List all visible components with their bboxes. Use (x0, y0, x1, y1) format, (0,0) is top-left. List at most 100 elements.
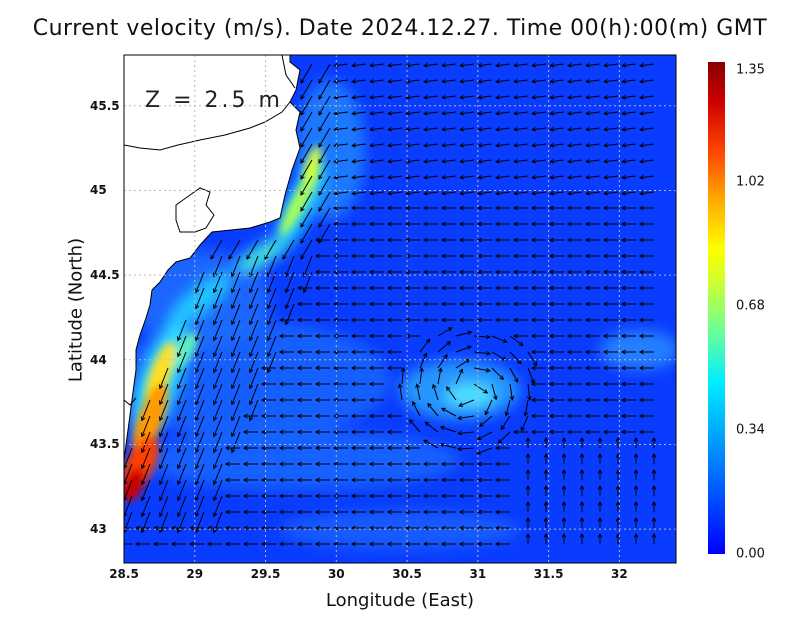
current-arrow (386, 221, 402, 227)
current-arrow (248, 255, 259, 278)
current-arrow (260, 461, 276, 467)
current-arrow (512, 285, 528, 291)
current-arrow (314, 397, 330, 403)
current-arrow (318, 207, 331, 228)
current-arrow (194, 431, 205, 454)
current-arrow (314, 301, 330, 307)
current-arrow (441, 175, 457, 180)
current-arrow (260, 365, 276, 371)
current-arrow (621, 127, 637, 132)
current-arrow (350, 397, 366, 403)
current-arrow (212, 383, 223, 406)
current-arrow (585, 143, 601, 148)
current-arrow (296, 285, 312, 291)
current-arrow (140, 511, 151, 534)
current-arrow (459, 143, 475, 148)
current-arrow (300, 111, 313, 132)
colorbar-tick-label: 0.68 (736, 298, 765, 314)
current-arrow (422, 237, 438, 243)
current-arrow (140, 495, 151, 518)
current-arrow (194, 399, 205, 422)
current-arrow (368, 221, 384, 227)
current-arrow (561, 516, 567, 528)
current-arrow (368, 333, 384, 339)
current-arrow (386, 349, 402, 355)
current-arrow (548, 253, 564, 259)
current-arrow (405, 175, 421, 180)
current-arrow (314, 253, 330, 259)
current-arrow (530, 413, 546, 419)
current-arrow (602, 429, 618, 435)
depth-label: Z = 2.5 m (145, 88, 283, 113)
current-arrow (597, 468, 603, 480)
current-arrow (440, 221, 456, 227)
current-arrow (548, 413, 564, 419)
current-arrow (300, 175, 313, 196)
current-arrow (457, 415, 475, 421)
current-arrow (531, 95, 547, 100)
current-arrow (314, 541, 330, 547)
current-arrow (567, 143, 583, 148)
y-tick-label: 45.5 (90, 98, 120, 113)
current-arrow (579, 436, 585, 448)
current-arrow (491, 335, 508, 343)
current-arrow (404, 253, 420, 259)
current-arrow (473, 334, 491, 340)
current-arrow (549, 143, 565, 148)
current-arrow (615, 500, 621, 512)
current-arrow (525, 452, 531, 464)
x-axis-label: Longitude (East) (325, 590, 475, 611)
current-arrow (300, 127, 313, 148)
current-arrow (495, 79, 511, 84)
current-arrow (194, 415, 205, 438)
current-arrow (441, 127, 457, 132)
current-arrow (210, 239, 223, 260)
x-tick-label: 31 (469, 567, 487, 581)
current-arrow (314, 317, 330, 323)
current-arrow (495, 111, 511, 116)
current-arrow (494, 237, 510, 243)
current-arrow (314, 445, 330, 451)
current-arrow (296, 333, 312, 339)
current-arrow (440, 509, 456, 515)
current-arrow (314, 477, 330, 483)
current-arrow (422, 493, 438, 499)
current-arrow (386, 429, 402, 435)
current-arrow (206, 541, 222, 547)
current-arrow (566, 413, 582, 419)
current-arrow (585, 175, 601, 180)
current-arrow (368, 477, 384, 483)
current-arrow (386, 509, 402, 515)
current-arrow (525, 516, 531, 528)
current-arrow (476, 205, 492, 211)
current-arrow (369, 191, 385, 196)
current-arrow (176, 367, 187, 390)
current-arrow (422, 205, 438, 211)
current-arrow (224, 541, 240, 547)
current-arrow (368, 285, 384, 291)
current-arrow (651, 468, 657, 480)
land-mass (124, 55, 300, 460)
current-arrow (260, 413, 276, 419)
current-arrow (543, 436, 549, 448)
current-arrow (476, 447, 493, 455)
current-arrow (512, 429, 528, 435)
current-arrow (458, 221, 474, 227)
current-arrow (530, 365, 546, 371)
current-arrow (597, 436, 603, 448)
current-arrow (494, 493, 510, 499)
current-arrow (621, 159, 637, 164)
current-arrow (260, 493, 276, 499)
current-arrow (548, 205, 564, 211)
current-arrow (525, 500, 531, 512)
current-arrow (314, 333, 330, 339)
current-arrow (531, 143, 547, 148)
current-arrow (441, 191, 457, 196)
current-arrow (494, 445, 510, 451)
x-tick-label: 31.5 (533, 567, 564, 581)
current-arrow (457, 430, 475, 436)
current-arrow (459, 191, 475, 196)
current-arrow (531, 79, 547, 84)
current-arrow (458, 509, 474, 515)
current-arrow (512, 205, 528, 211)
